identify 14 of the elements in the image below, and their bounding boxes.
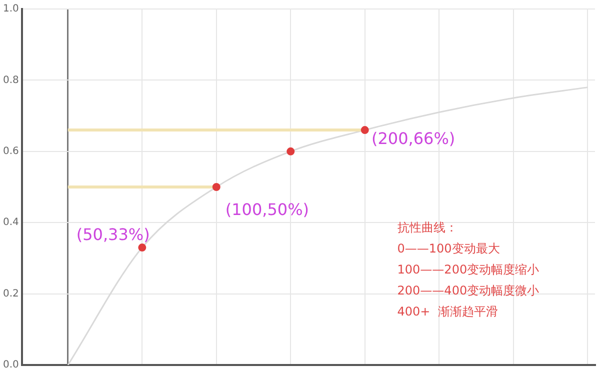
annotation: 0——100变动最大 xyxy=(397,242,500,256)
y-tick-label: 1.0 xyxy=(2,4,19,15)
y-tick-label: 0.2 xyxy=(2,288,19,300)
y-tick-label: 0.6 xyxy=(2,146,19,157)
y-tick-label: 0.8 xyxy=(2,74,19,86)
y-tick-label: 0.4 xyxy=(2,217,19,228)
annotation: 100——200变动幅度缩小 xyxy=(397,262,540,277)
annotation: (50,33%) xyxy=(76,225,150,244)
annotation: 400+ 渐渐趋平滑 xyxy=(397,304,498,319)
annotation: (100,50%) xyxy=(225,200,310,220)
annotation: 200——400变动幅度微小 xyxy=(397,284,540,298)
annotation: (200,66%) xyxy=(371,128,456,148)
y-tick-label: 0.0 xyxy=(2,360,19,371)
annotation: 抗性曲线： xyxy=(397,220,458,235)
